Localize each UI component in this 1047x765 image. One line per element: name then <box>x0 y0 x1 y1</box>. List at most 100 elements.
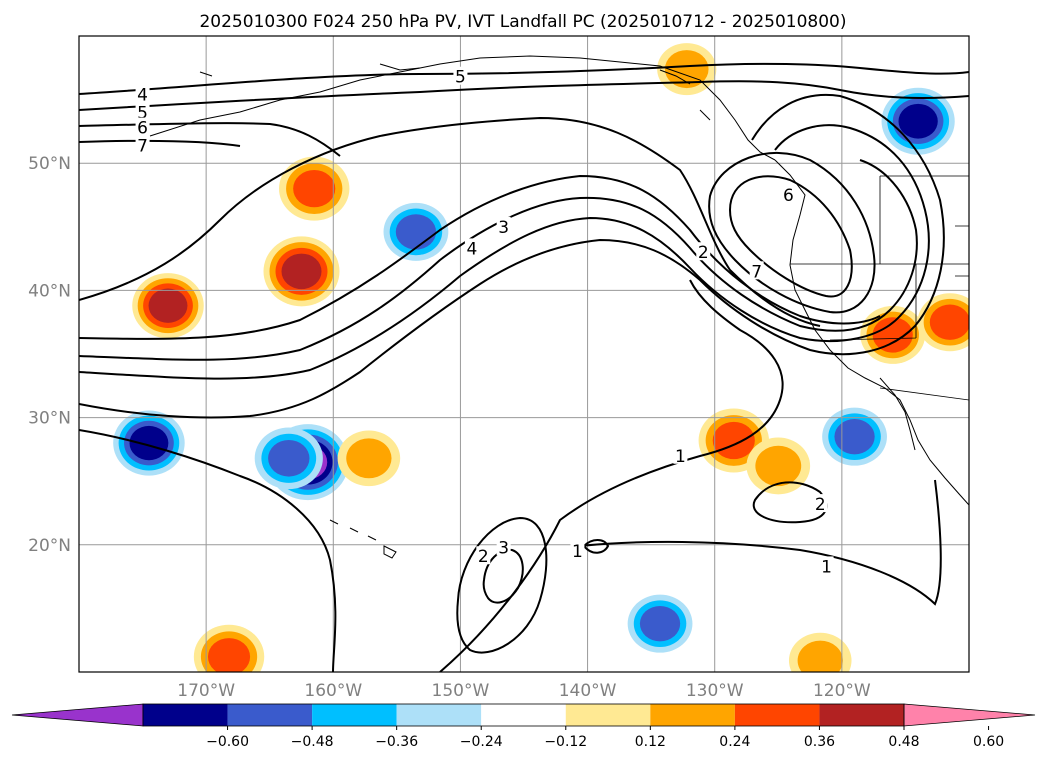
pv-anomaly-11 <box>881 87 955 155</box>
pv-anomaly-band <box>207 638 251 672</box>
contour-label: 2 <box>478 547 489 567</box>
contour-label: 2 <box>698 243 709 263</box>
contour-label-bg <box>135 102 150 121</box>
contour-label: 4 <box>466 239 477 259</box>
pv-anomaly-1 <box>132 273 204 339</box>
contour-line-jet-3 <box>79 159 918 361</box>
contour-label-bg <box>673 445 688 464</box>
pv-anomaly-band <box>346 438 392 479</box>
colorbar-segment <box>819 704 904 726</box>
contour-label-bg <box>135 135 150 154</box>
contour-line-1-southeast <box>579 479 942 606</box>
contour-line-1-south <box>79 429 337 672</box>
x-tick-label: 140°W <box>559 681 617 701</box>
contour-label-bg <box>781 185 796 203</box>
x-tick-label: 160°W <box>304 681 362 701</box>
colorbar-segment <box>481 704 566 726</box>
y-tick-label: 50°N <box>28 154 71 174</box>
axis-tick-labels: 170°W 160°W 150°W 140°W 130°W 120°W 20°N 30°N 40… <box>28 154 871 701</box>
colorbar-segment <box>396 704 482 726</box>
colorbar-tick-label: −0.36 <box>375 734 418 750</box>
contour-label-bg <box>464 238 479 257</box>
state-borders <box>790 175 969 401</box>
contour-closed-2-south <box>456 516 548 654</box>
pv-anomaly-18 <box>788 632 852 672</box>
plot-frame <box>78 35 970 673</box>
contour-line-level-5 <box>79 80 969 111</box>
contour-label: 1 <box>821 557 832 577</box>
contour-label: 3 <box>498 218 509 238</box>
contour-label-bg <box>813 494 828 513</box>
pv-anomaly-band <box>129 425 169 461</box>
pv-anomaly-band <box>639 605 681 642</box>
pv-anomaly-band <box>148 288 188 323</box>
contour-line-jet-1 <box>79 116 821 327</box>
contour-line-jet-2 <box>79 174 881 340</box>
colorbar-tick-label: 0.24 <box>719 734 750 750</box>
contour-label: 1 <box>675 447 686 467</box>
contour-label-bg <box>453 66 468 85</box>
coastline-north-america <box>774 159 969 506</box>
contour-line-level-4 <box>79 62 969 95</box>
pv-anomaly-14 <box>193 624 265 672</box>
contour-line-jet-4 <box>79 124 930 380</box>
colorbar-tick-label: −0.48 <box>291 734 334 750</box>
colorbar-tick-label: −0.24 <box>460 734 503 750</box>
colorbar-segment <box>565 704 651 726</box>
pv-anomaly-band <box>712 421 755 460</box>
chart-title: 2025010300 F024 250 hPa PV, IVT Landfall… <box>199 12 846 32</box>
colorbar-extend-low <box>11 703 144 727</box>
pv-anomaly-band <box>268 440 310 477</box>
pv-anomaly-band <box>929 304 969 340</box>
colorbar-extend-high <box>903 703 1036 727</box>
x-tick-label: 170°W <box>177 681 235 701</box>
coastline-gulf-of-alaska-islands <box>199 63 711 121</box>
contour-label: 6 <box>783 186 794 206</box>
contour-label-bg <box>696 242 711 261</box>
coastlines <box>149 55 969 559</box>
pv-anomaly-band <box>664 50 709 89</box>
contour-label-bg <box>749 261 764 280</box>
colorbar-segment <box>312 704 397 726</box>
contour-label: 4 <box>137 86 148 106</box>
colorbar-tick-label: −0.12 <box>544 734 587 750</box>
pv-anomaly-band <box>872 317 913 353</box>
contour-line-1-east <box>439 279 784 672</box>
ivt-contour-layer <box>79 62 969 672</box>
contour-label: 2 <box>815 495 826 515</box>
contour-label-bg <box>496 537 511 556</box>
contour-closed-6-coast <box>708 151 876 314</box>
contour-label: 7 <box>751 262 762 282</box>
x-tick-label: 150°W <box>432 681 490 701</box>
y-tick-label: 20°N <box>28 536 71 556</box>
contour-label: 5 <box>137 103 148 123</box>
pv-anomaly-8 <box>746 437 811 495</box>
contour-closed-1-small <box>582 539 610 554</box>
pv-anomaly-band <box>293 169 336 208</box>
y-tick-label: 40°N <box>28 281 71 301</box>
pv-anomaly-12 <box>822 407 887 466</box>
contour-line-level-7 <box>79 139 241 147</box>
contour-label-bg <box>819 556 834 575</box>
contour-label: 6 <box>137 119 148 139</box>
y-tick-label: 30°N <box>28 409 71 429</box>
pv-anomaly-2 <box>263 236 340 307</box>
pv-anomaly-band <box>755 445 802 487</box>
colorbar-segment <box>650 704 735 726</box>
contour-label-bg <box>135 84 150 103</box>
gridlines <box>79 36 969 672</box>
contour-label-bg <box>496 216 511 235</box>
colorbar-tick-label: 0.48 <box>888 734 919 750</box>
colorbar-frame <box>142 703 905 727</box>
colorbar-segment <box>734 704 820 726</box>
pv-anomaly-layer <box>113 43 969 672</box>
contour-label-bg <box>476 546 491 565</box>
contour-label: 1 <box>572 542 583 562</box>
pv-anomaly-band <box>898 103 938 139</box>
contour-closed-7-coast <box>728 175 853 298</box>
colorbar-tick-label: 0.12 <box>635 734 666 750</box>
pv-anomaly-band <box>797 640 843 672</box>
